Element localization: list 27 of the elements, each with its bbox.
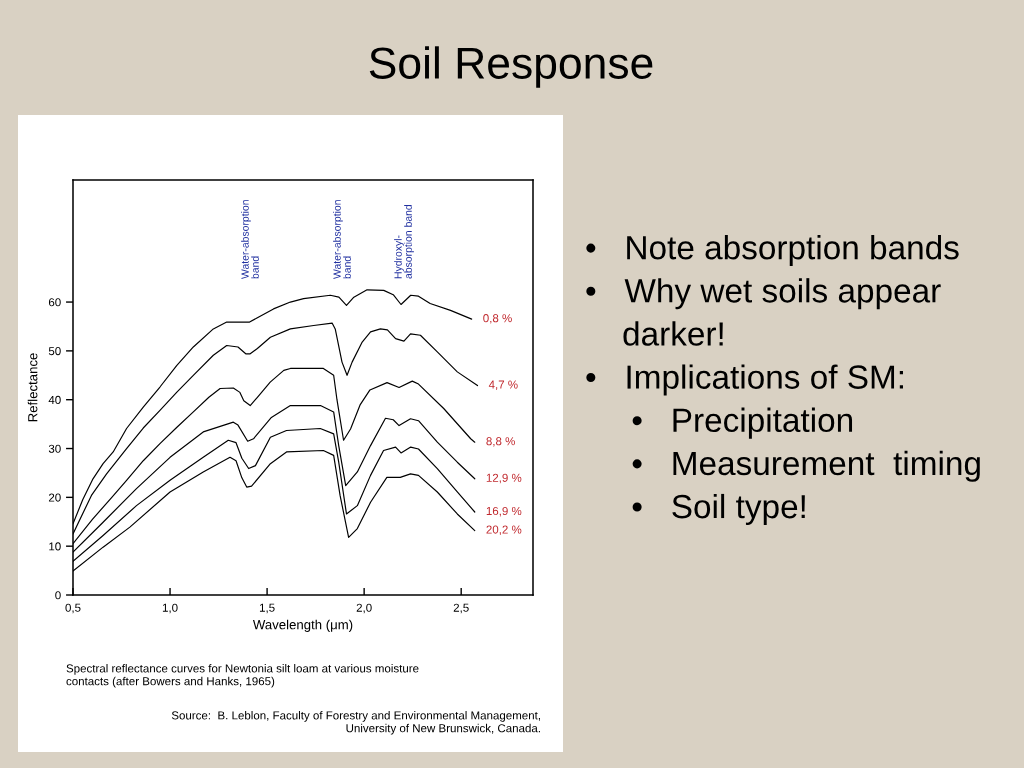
y-tick-label: 20	[48, 493, 61, 502]
annotation: Water-absorption band	[241, 200, 259, 279]
y-tick-label: 30	[48, 444, 61, 453]
y-tick-label: 0	[55, 591, 61, 600]
series-label: 4,7 %	[488, 380, 518, 390]
series-label: 12,9 %	[486, 473, 522, 484]
y-tick-label: 10	[49, 542, 61, 551]
source-note: Source: B. Leblon, Faculty of Forestry and Environmental Management, University of New Brunswick, Canada.	[171, 711, 540, 735]
annotation: Water-absorption band	[333, 200, 351, 279]
x-tick-label: 0,5	[65, 603, 81, 614]
y-tick-label: 40	[48, 395, 61, 404]
x-tick-label: 1,5	[259, 603, 275, 614]
chart-title: Soil Response	[369, 46, 653, 88]
x-tick-label: 2,5	[453, 603, 469, 614]
text: • Note absorption bands • Why wet soils appear darker! • Implications of SM: • Precipitation • Measurement timing • Soil type!	[586, 235, 980, 525]
text: Spectral reflectance curves for Newtonia silt loam at various moisture contacts (after Bowers and Hanks, 1965)	[66, 664, 419, 688]
y-tick-label: 50	[48, 347, 61, 356]
series-label: 8,8 %	[486, 437, 515, 447]
x-axis-title: Wavelength (μm)	[252, 619, 353, 632]
series-label: 0,8 %	[483, 314, 512, 324]
y-axis-title: Reflectance	[27, 353, 38, 422]
y-tick-label: 60	[48, 298, 61, 307]
series-label: 20,2 %	[486, 525, 522, 536]
annotation: Hydroxyl- absorption band	[394, 204, 414, 279]
series-label: 16,9 %	[486, 506, 522, 517]
x-tick-label: 1,0	[162, 603, 178, 614]
x-tick-label: 2,0	[356, 603, 372, 614]
